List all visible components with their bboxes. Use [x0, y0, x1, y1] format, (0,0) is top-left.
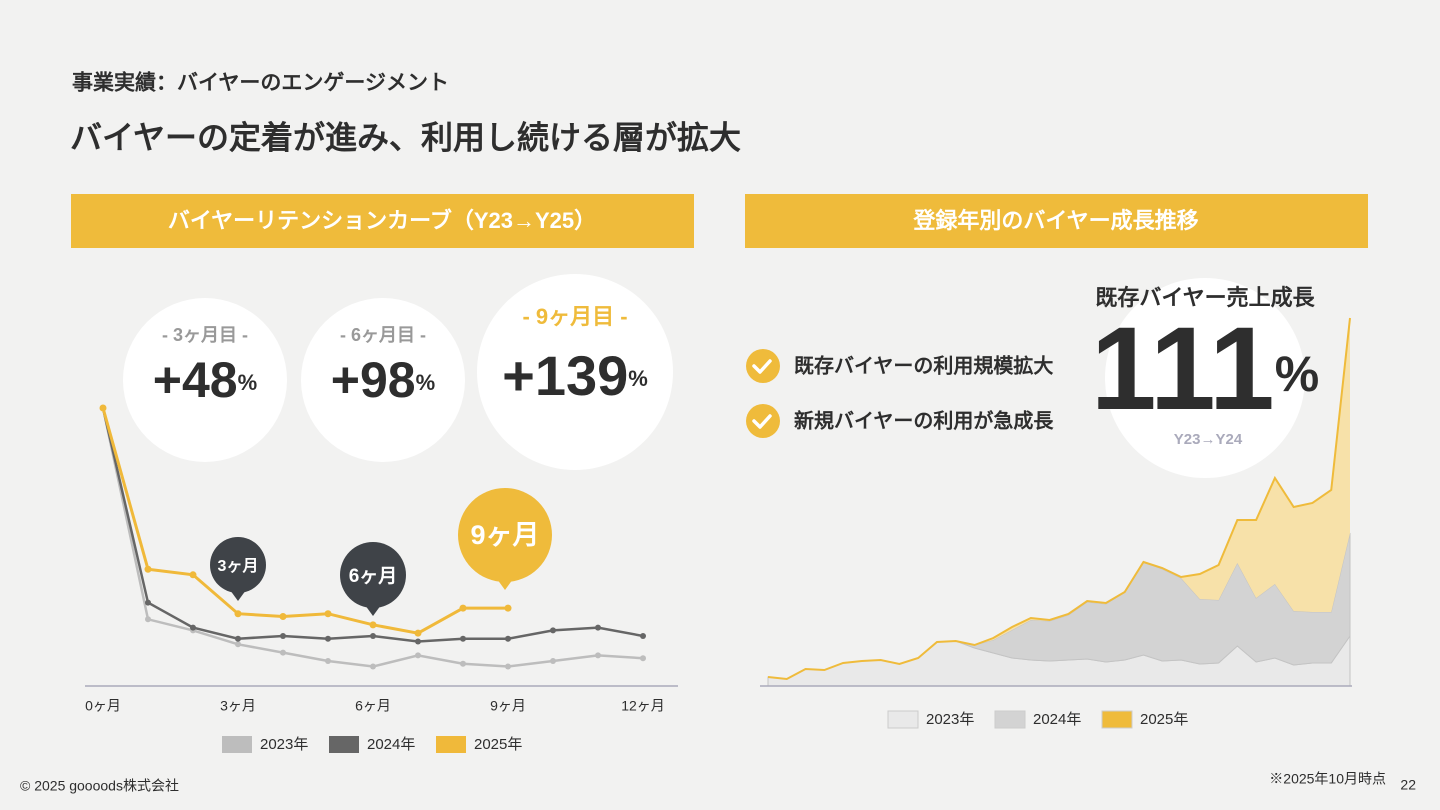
kpi-label: 既存バイヤー売上成長: [1095, 285, 1315, 310]
stat-part: %: [238, 370, 258, 395]
stat-part: +98: [331, 352, 416, 408]
legend-swatch: [1101, 710, 1133, 729]
legend-label: 2024年: [367, 736, 415, 753]
header-bar: [71, 194, 694, 248]
data-point: [145, 599, 151, 606]
data-point: [415, 638, 421, 645]
section-label: 事業実績：バイヤーのエンゲージメント: [72, 71, 449, 95]
legend-swatch: [994, 710, 1026, 729]
header-bar: [745, 194, 1368, 248]
stat-bubble: [477, 274, 673, 470]
data-point: [189, 571, 197, 579]
x-tick-label: 3ヶ月: [220, 698, 256, 714]
legend-label: 2023年: [260, 736, 308, 753]
check-icon: [746, 349, 780, 383]
stat-text: +139%: [502, 344, 648, 407]
data-point: [369, 621, 377, 629]
data-point: [460, 635, 466, 642]
data-point: [459, 604, 467, 612]
page-number: 22: [1400, 777, 1416, 793]
stat-bubble: [123, 298, 287, 462]
data-point: [505, 635, 511, 642]
data-point: [234, 610, 242, 618]
data-point: [550, 627, 556, 634]
callout-bubble: [210, 537, 266, 593]
data-point: [279, 613, 287, 620]
callout-pointer: [230, 590, 246, 601]
data-point: [144, 565, 152, 573]
legend-label: 2025年: [474, 736, 522, 753]
data-point: [460, 660, 466, 667]
check-mark: [752, 414, 772, 429]
stat-text: 111%: [1091, 303, 1319, 435]
data-point: [324, 610, 332, 618]
x-tick-label: 12ヶ月: [621, 698, 665, 714]
data-point: [595, 652, 601, 659]
data-point: [505, 663, 511, 670]
slide-title: バイヤーの定着が進み、利用し続ける層が拡大: [70, 119, 741, 155]
stat-part: %: [416, 370, 436, 395]
highlight: 新規バイヤーの利用が急成長: [794, 408, 1054, 432]
data-point: [370, 632, 376, 639]
data-point: [190, 624, 196, 631]
legend-swatch: [436, 736, 466, 753]
stat-label: - 3ヶ月目 -: [162, 325, 248, 345]
stat-text: +48%: [153, 352, 257, 408]
stat-part: %: [1275, 346, 1319, 402]
kpi-bubble: [1105, 278, 1305, 478]
total-outline: [767, 317, 1351, 681]
callout-label: 3ヶ月: [218, 557, 259, 575]
data-point: [235, 641, 241, 648]
legend-swatch: [222, 736, 252, 753]
callout-label: 6ヶ月: [349, 566, 398, 587]
data-point: [640, 632, 646, 639]
data-point: [145, 616, 151, 623]
legend-label: 2023年: [926, 711, 974, 728]
callout-bubble: [458, 488, 552, 582]
data-point: [370, 663, 376, 670]
stat-label: - 6ヶ月目 -: [340, 325, 426, 345]
stat-part: 111: [1091, 303, 1275, 435]
area-band: [768, 318, 1350, 679]
stat-part: %: [628, 366, 648, 391]
stat-part: +139: [502, 344, 628, 407]
stat-text: +98%: [331, 352, 435, 408]
stat-bubble: [301, 298, 465, 462]
data-point: [415, 652, 421, 659]
footnote: ※2025年10月時点: [1269, 771, 1386, 787]
legend-swatch: [329, 736, 359, 753]
check-mark: [752, 359, 772, 374]
callout-bubble: [340, 542, 406, 608]
chart-title: 登録年別のバイヤー成長推移: [912, 208, 1198, 233]
x-tick-label: 6ヶ月: [355, 698, 391, 714]
legend-swatch: [887, 710, 919, 729]
chart-title: バイヤーリテンションカーブ（Y23→Y25）: [168, 208, 596, 233]
kpi-period: Y23→Y24: [1174, 431, 1243, 448]
data-point: [99, 404, 107, 412]
stat-label: - 9ヶ月目 -: [522, 304, 627, 329]
highlight: 既存バイヤーの利用規模拡大: [794, 353, 1053, 377]
data-point: [550, 657, 556, 664]
callout-label: 9ヶ月: [470, 520, 539, 550]
copyright: © 2025 goooods株式会社: [20, 778, 179, 794]
x-tick-label: 0ヶ月: [85, 698, 121, 714]
check-icon: [746, 404, 780, 438]
x-tick-label: 9ヶ月: [490, 698, 526, 714]
data-point: [325, 657, 331, 664]
data-point: [235, 635, 241, 642]
data-point: [280, 632, 286, 639]
legend-label: 2025年: [1140, 711, 1188, 728]
series-line: [101, 407, 508, 635]
stat-part: +48: [153, 352, 238, 408]
legend-label: 2024年: [1033, 711, 1081, 728]
data-point: [595, 624, 601, 631]
data-point: [325, 635, 331, 642]
data-point: [504, 604, 512, 612]
data-point: [640, 655, 646, 662]
data-point: [280, 649, 286, 656]
data-point: [414, 629, 422, 637]
